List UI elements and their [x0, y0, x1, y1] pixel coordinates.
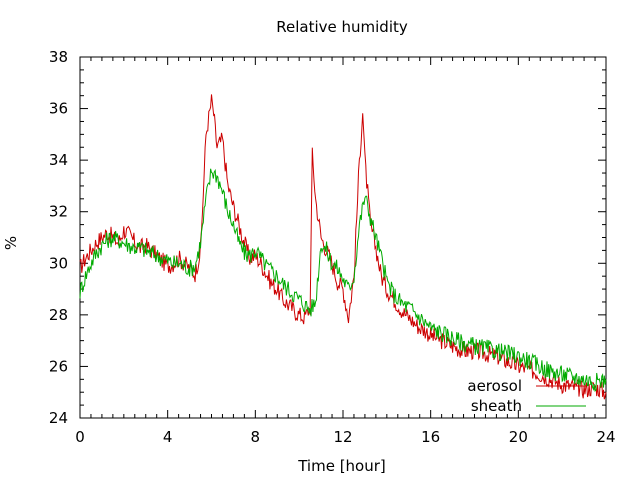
x-tick-label: 8: [251, 428, 261, 446]
y-tick-label: 34: [49, 151, 68, 169]
x-axis-label: Time [hour]: [297, 457, 386, 475]
series-line-aerosol: [79, 94, 607, 400]
y-tick-label: 30: [49, 254, 68, 272]
x-tick-label: 4: [163, 428, 173, 446]
y-tick-label: 36: [49, 100, 68, 118]
x-tick-label: 16: [421, 428, 440, 446]
y-tick-label: 24: [49, 409, 68, 427]
y-tick-label: 28: [49, 306, 68, 324]
plot-area: 0 4 8 12 16 20 24 24 26 28 30 32 34 36 38: [49, 48, 616, 446]
y-tick-label: 32: [49, 203, 68, 221]
legend-label-aerosol: aerosol: [467, 377, 522, 395]
x-tick-label: 24: [596, 428, 615, 446]
x-tick-label: 12: [333, 428, 352, 446]
x-tick-label: 20: [509, 428, 528, 446]
y-tick-label: 38: [49, 48, 68, 66]
series-line-sheath: [79, 168, 607, 392]
legend: aerosol sheath: [467, 377, 586, 415]
chart-title: Relative humidity: [276, 18, 408, 36]
y-tick-label: 26: [49, 357, 68, 375]
legend-label-sheath: sheath: [471, 397, 522, 415]
y-axis-label: %: [2, 236, 20, 250]
x-tick-label: 0: [75, 428, 85, 446]
